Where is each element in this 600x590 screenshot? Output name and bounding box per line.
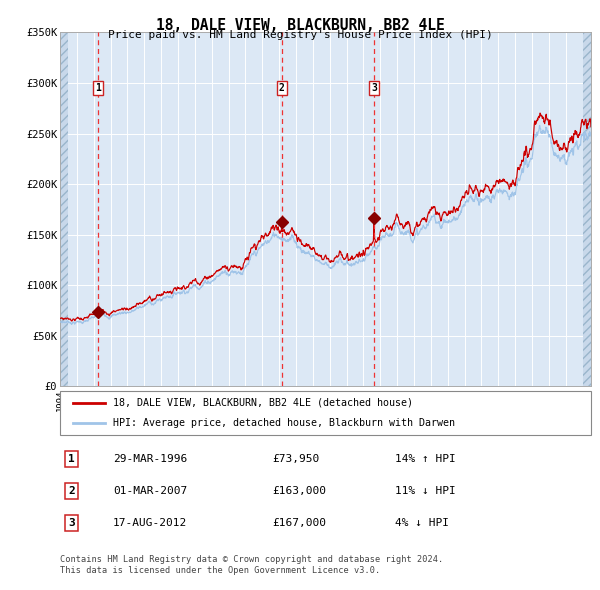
Text: Contains HM Land Registry data © Crown copyright and database right 2024.: Contains HM Land Registry data © Crown c… [60, 555, 443, 563]
Bar [60, 32, 68, 386]
Text: 3: 3 [371, 83, 377, 93]
Text: 01-MAR-2007: 01-MAR-2007 [113, 486, 187, 496]
Text: This data is licensed under the Open Government Licence v3.0.: This data is licensed under the Open Gov… [60, 566, 380, 575]
Text: 29-MAR-1996: 29-MAR-1996 [113, 454, 187, 464]
Text: 17-AUG-2012: 17-AUG-2012 [113, 518, 187, 528]
Text: £73,950: £73,950 [272, 454, 320, 464]
Text: 1: 1 [95, 83, 101, 93]
Text: £167,000: £167,000 [272, 518, 326, 528]
Text: £163,000: £163,000 [272, 486, 326, 496]
Text: HPI: Average price, detached house, Blackburn with Darwen: HPI: Average price, detached house, Blac… [113, 418, 455, 428]
FancyBboxPatch shape [60, 391, 591, 435]
Text: 2: 2 [68, 486, 75, 496]
Text: Price paid vs. HM Land Registry's House Price Index (HPI): Price paid vs. HM Land Registry's House … [107, 30, 493, 40]
Text: 18, DALE VIEW, BLACKBURN, BB2 4LE (detached house): 18, DALE VIEW, BLACKBURN, BB2 4LE (detac… [113, 398, 413, 408]
Bar [583, 32, 591, 386]
Text: 18, DALE VIEW, BLACKBURN, BB2 4LE: 18, DALE VIEW, BLACKBURN, BB2 4LE [155, 18, 445, 32]
Text: 14% ↑ HPI: 14% ↑ HPI [395, 454, 455, 464]
Text: 11% ↓ HPI: 11% ↓ HPI [395, 486, 455, 496]
Text: 1: 1 [68, 454, 75, 464]
Text: 3: 3 [68, 518, 75, 528]
Text: 4% ↓ HPI: 4% ↓ HPI [395, 518, 449, 528]
Text: 2: 2 [279, 83, 285, 93]
